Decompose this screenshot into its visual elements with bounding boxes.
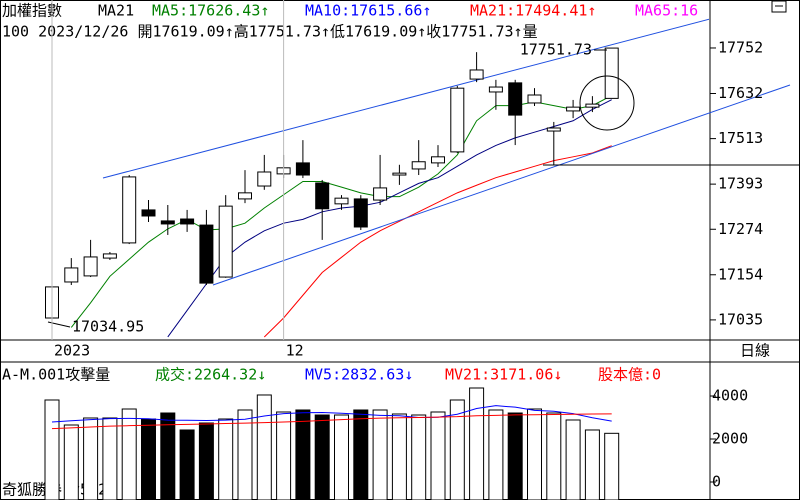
chart-title: 加權指數 [2,2,62,20]
volume-bar [469,387,485,500]
candle-body [180,218,195,225]
period-label: 日線 [740,342,770,360]
volume-bar [63,424,79,500]
volume-bar [449,399,465,500]
y-tick-label: 17274 [718,220,763,238]
volume-bar [121,408,137,500]
volume-bar [314,414,330,500]
y-tick-label: 17154 [718,265,763,283]
y-tick-label: 2000 [712,429,748,447]
legend-entry: 股本億:0 [598,366,661,384]
volume-bar [565,419,581,500]
volume-bar [353,409,369,500]
y-tick-label: 0 [712,473,721,491]
legend-entry: 成交:2264.32↓ [155,366,266,384]
trend-line [102,18,709,179]
candle-body [566,106,581,112]
legend-entry: MV5:2832.63↓ [305,366,413,384]
x-tick-label: 12 [286,342,304,360]
volume-bar [179,429,195,500]
y-tick-label: 17752 [718,38,763,56]
price-layer [45,18,709,338]
ma-line [51,405,612,423]
volume-bar [141,418,156,500]
candle-body [353,198,368,228]
candle-body [488,86,503,93]
volume-bar [237,409,253,500]
candle-body [392,172,407,176]
candle-body [334,197,349,205]
indicator: MA21 [98,2,134,20]
candle-body [450,87,465,153]
legend-entry: MV21:3171.06↓ [445,366,562,384]
candle-body [373,187,388,201]
annotation-leader [47,321,71,328]
volume-bar [276,411,292,500]
y-tick-label: 17035 [718,310,763,328]
legend-entry: MA10:17615.66↑ [305,2,431,20]
volume-bar [584,429,600,500]
volume-bar [218,418,234,500]
volume-bar [411,414,427,500]
ma-line [51,413,612,430]
candle-body [469,69,484,80]
candle-body [295,162,310,176]
volume-bar [256,394,272,500]
low-annotation: 17034.95 [72,318,144,336]
y-tick-label: 17632 [718,84,763,102]
candle-body [527,94,542,104]
trend-line [212,84,791,286]
candle-body [64,267,79,283]
legend-entry: MA65:16 [635,2,698,20]
x-tick-label: 2023 [54,342,90,360]
y-tick-label: 17393 [718,175,763,193]
candle-body [199,224,214,284]
candle-body [257,171,272,187]
candle-body [160,220,175,225]
volume-bar [83,417,99,500]
candle-body [411,161,426,170]
y-tick-label: 17513 [718,129,763,147]
volume-bar [604,432,620,500]
volume-bar [334,414,349,500]
candle-body [83,256,98,277]
info-line: 100 2023/12/26 開17619.09↑高17751.73↑低1761… [2,23,538,41]
legend-entry: MA5:17626.43↑ [152,2,269,20]
candle-body [431,156,445,164]
volume-bar [102,417,118,500]
candle-body [508,82,523,116]
volume-bar [198,422,214,500]
volume-bar [507,412,523,500]
volume-bar [295,409,311,500]
candle-body [585,103,600,108]
candle-body [315,182,330,210]
header: 加權指數 MA21 MA5:17626.43↑ MA10:17615.66↑ MA2… [2,2,698,20]
candle-body [141,209,156,217]
window-icon[interactable] [771,0,787,13]
candle-body [122,176,137,244]
candle-body [546,127,561,132]
volume-bar [546,412,562,500]
volume-title: A-M.001攻擊量 [2,366,110,384]
y-tick-label: 4000 [712,386,748,404]
candle-body [102,253,117,259]
legend-entry: MA21:17494.41↑ [470,2,596,20]
ma-line [167,99,612,338]
volume-bar [430,411,446,500]
volume-bar [527,408,542,500]
volume-bar [44,399,60,500]
candle-body [218,205,233,278]
candle-body [604,47,619,99]
volume-bar [391,413,407,500]
volume-bar [488,409,504,500]
candle-body [238,192,252,200]
volume-bar [372,409,388,500]
volume-bar [160,412,176,500]
high-annotation: 17751.73 [520,41,592,59]
highlight-circle [579,75,635,131]
